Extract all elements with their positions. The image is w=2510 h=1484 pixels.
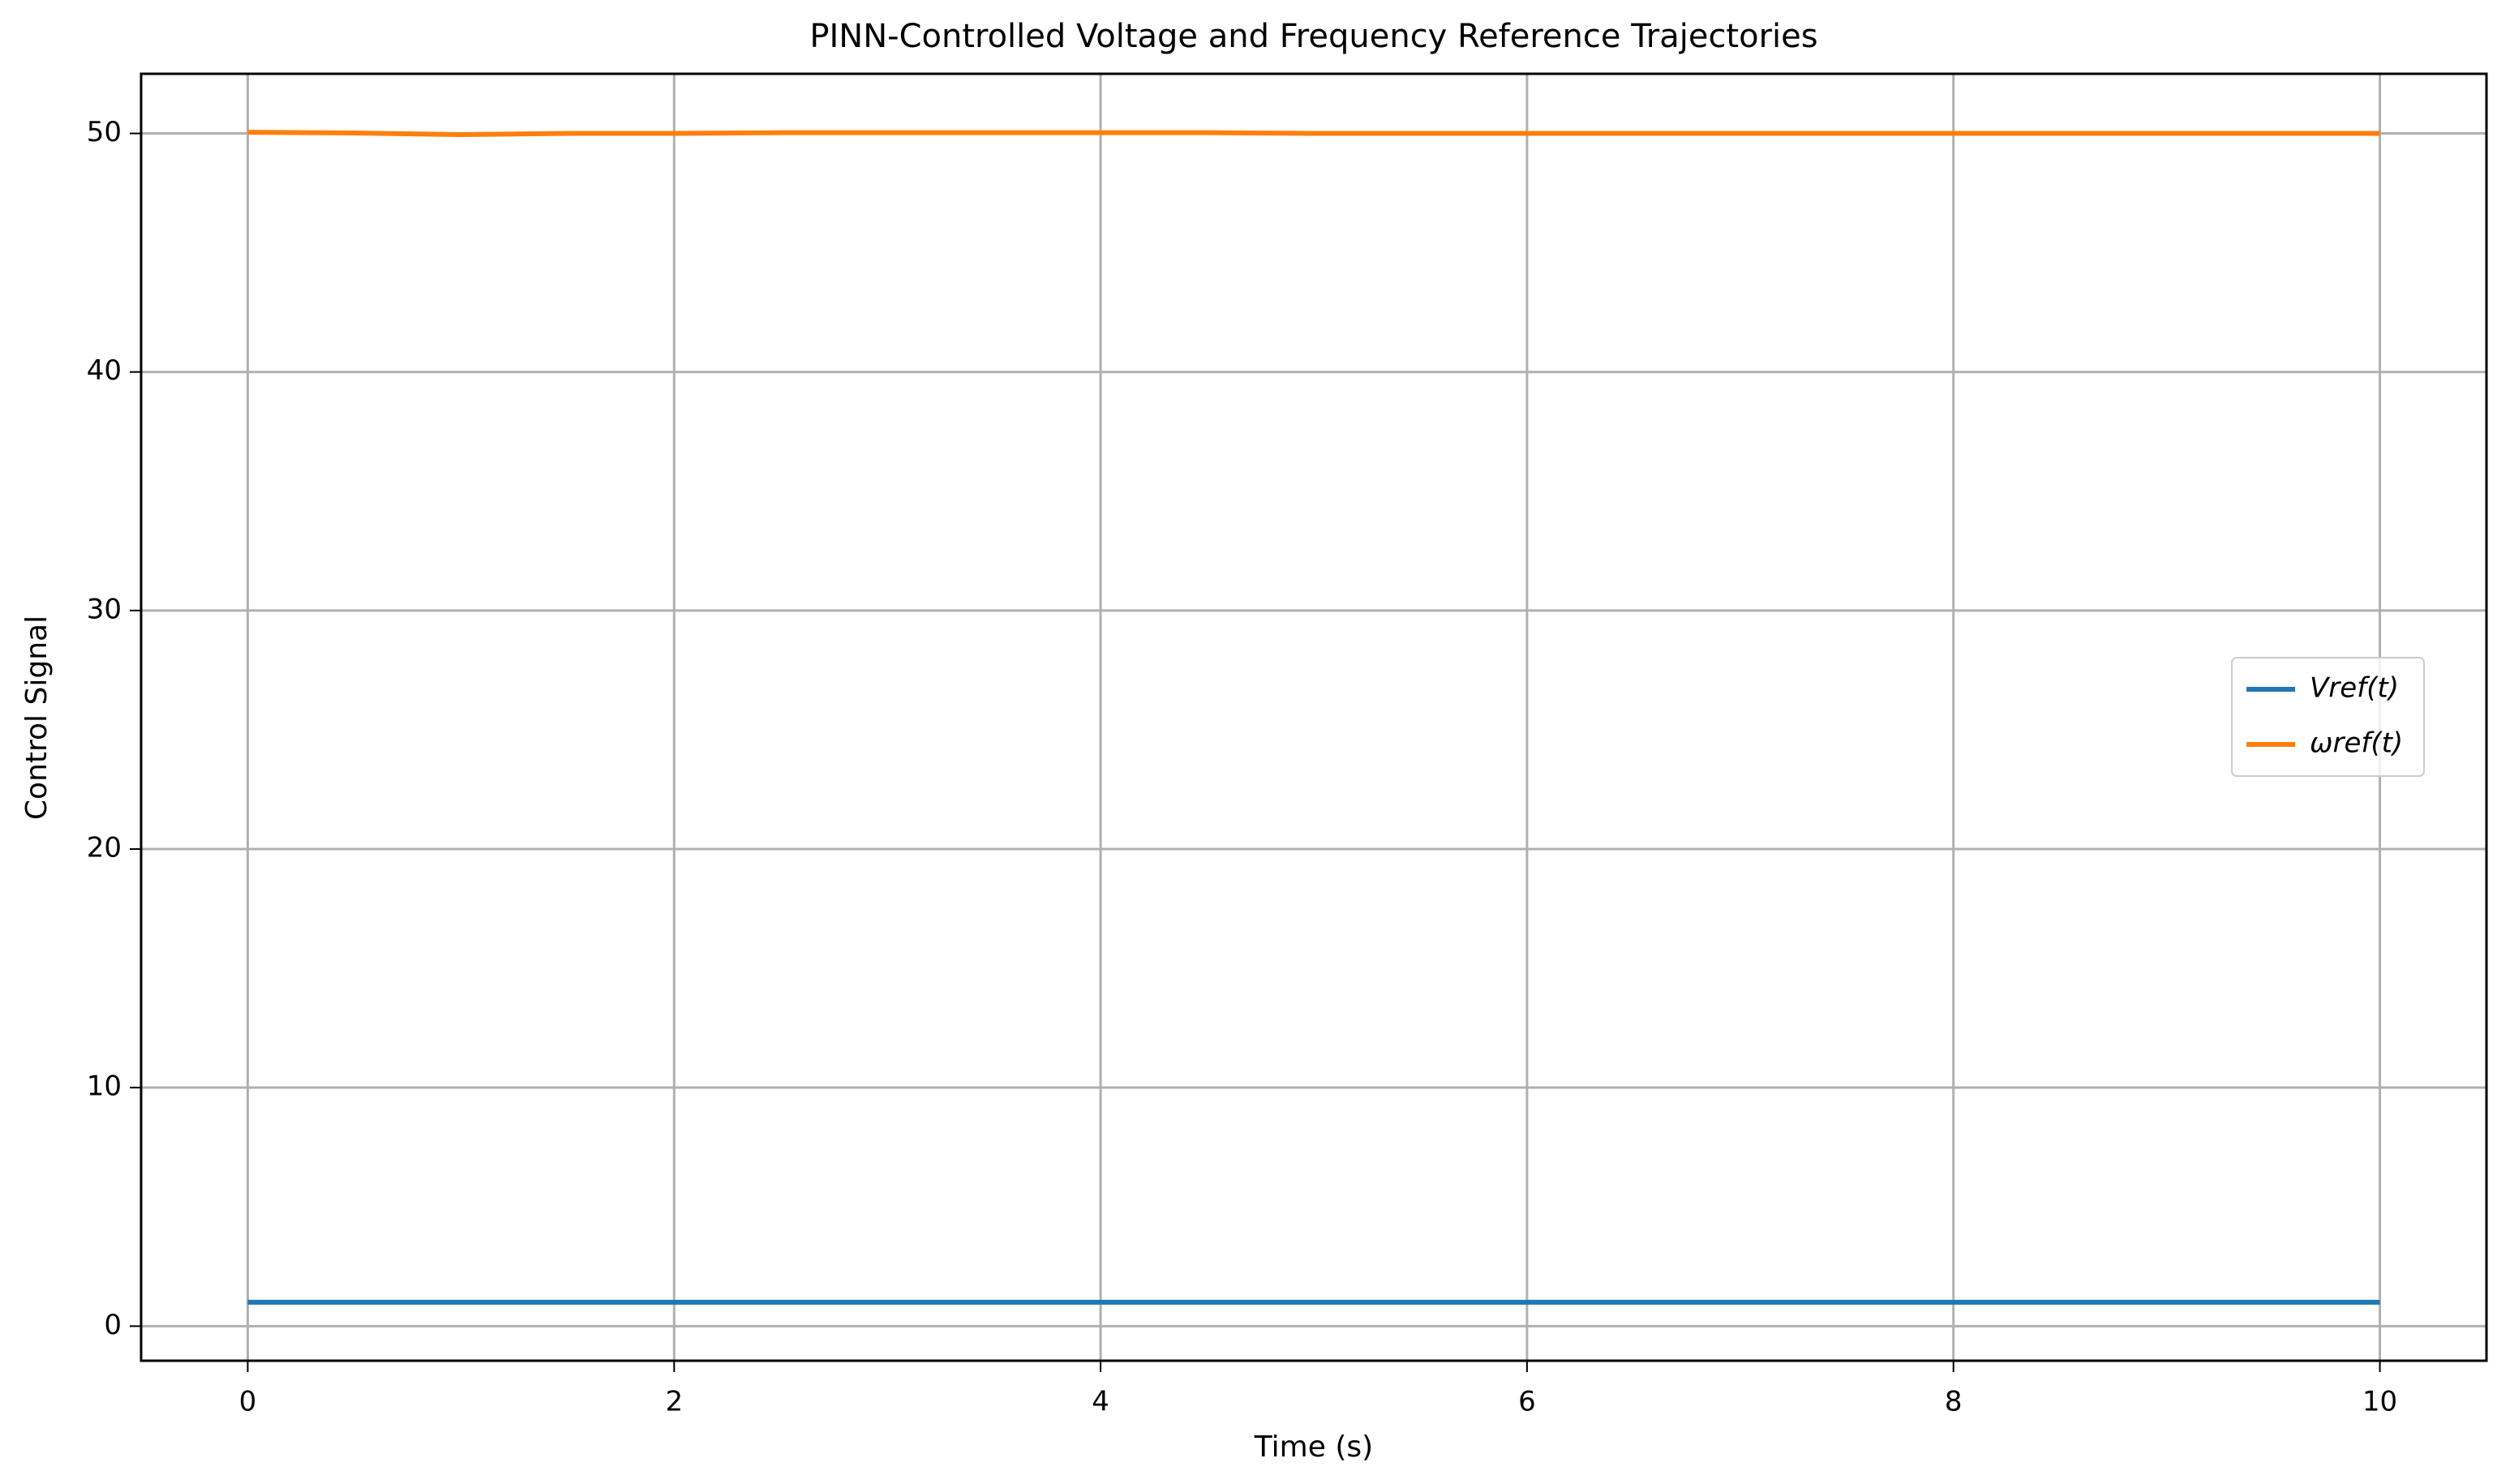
y-tick-label: 30 bbox=[87, 593, 122, 625]
y-tick-label: 40 bbox=[87, 354, 122, 387]
data-line bbox=[247, 130, 2380, 138]
x-tick-label: 6 bbox=[1518, 1386, 1536, 1418]
x-tick-label: 8 bbox=[1945, 1386, 1963, 1418]
y-tick-label: 10 bbox=[87, 1070, 122, 1103]
y-tick-label: 50 bbox=[87, 116, 122, 148]
x-tick-label: 10 bbox=[2362, 1386, 2397, 1418]
chart-title: PINN-Controlled Voltage and Frequency Re… bbox=[809, 18, 1817, 55]
x-tick-label: 4 bbox=[1092, 1386, 1109, 1418]
x-tick-label: 2 bbox=[665, 1386, 683, 1418]
plot-frame bbox=[139, 72, 2488, 1362]
x-tick-label: 0 bbox=[239, 1386, 257, 1418]
y-tick-label: 0 bbox=[104, 1309, 122, 1341]
y-axis-label: Control Signal bbox=[20, 615, 54, 820]
y-tick-label: 20 bbox=[87, 832, 122, 864]
x-axis-label: Time (s) bbox=[1254, 1430, 1373, 1464]
legend-label: Vref(t) bbox=[2310, 672, 2399, 705]
legend-label: ωref(t) bbox=[2310, 727, 2403, 760]
